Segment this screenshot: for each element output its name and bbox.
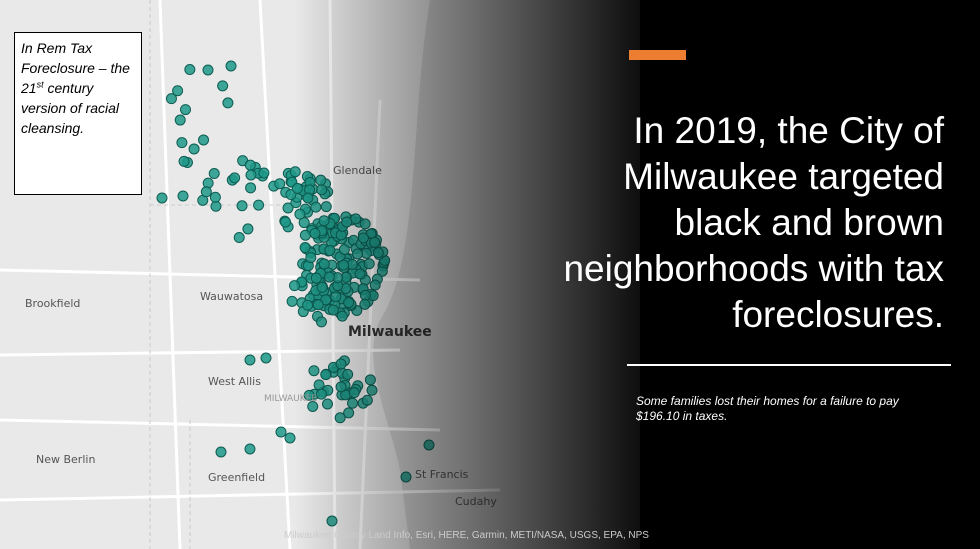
headline-line: neighborhoods with tax — [563, 248, 944, 289]
note-text: century version of racial cleansing. — [21, 80, 120, 136]
note-box: In Rem Tax Foreclosure – the 21st centur… — [14, 32, 142, 195]
note-superscript: st — [36, 79, 44, 90]
headline-line: black and brown — [674, 202, 944, 243]
note-text: In Rem Tax Foreclosure – the 21 — [21, 40, 130, 96]
headline-line: foreclosures. — [732, 294, 944, 335]
divider — [627, 364, 951, 366]
headline-line: Milwaukee targeted — [623, 156, 944, 197]
headline: In 2019, the City of Milwaukee targeted bl… — [563, 108, 944, 338]
subtitle: Some families lost their homes for a fai… — [636, 394, 899, 423]
headline-line: In 2019, the City of — [633, 110, 944, 151]
accent-bar — [629, 50, 686, 60]
attribution: Milwaukee County Land Info, Esri, HERE, … — [284, 530, 649, 541]
